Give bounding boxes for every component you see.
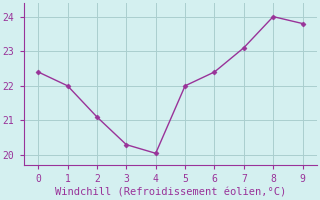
X-axis label: Windchill (Refroidissement éolien,°C): Windchill (Refroidissement éolien,°C) — [55, 187, 286, 197]
